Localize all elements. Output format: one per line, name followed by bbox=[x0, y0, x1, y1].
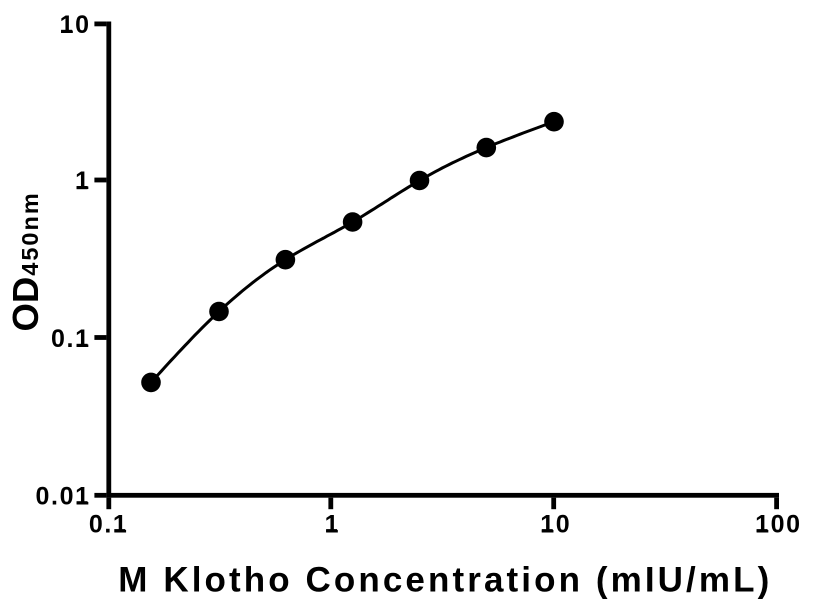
svg-text:0.1: 0.1 bbox=[51, 325, 91, 353]
svg-text:100: 100 bbox=[755, 510, 802, 538]
svg-text:M Klotho Concentration (mIU/mL: M Klotho Concentration (mIU/mL) bbox=[118, 561, 772, 600]
svg-text:OD450nm: OD450nm bbox=[5, 191, 46, 331]
svg-text:10: 10 bbox=[540, 510, 571, 538]
svg-text:0.01: 0.01 bbox=[36, 482, 91, 510]
svg-text:1: 1 bbox=[325, 510, 341, 538]
svg-text:0.1: 0.1 bbox=[89, 510, 129, 538]
svg-text:10: 10 bbox=[60, 11, 91, 39]
svg-text:1: 1 bbox=[75, 167, 91, 195]
